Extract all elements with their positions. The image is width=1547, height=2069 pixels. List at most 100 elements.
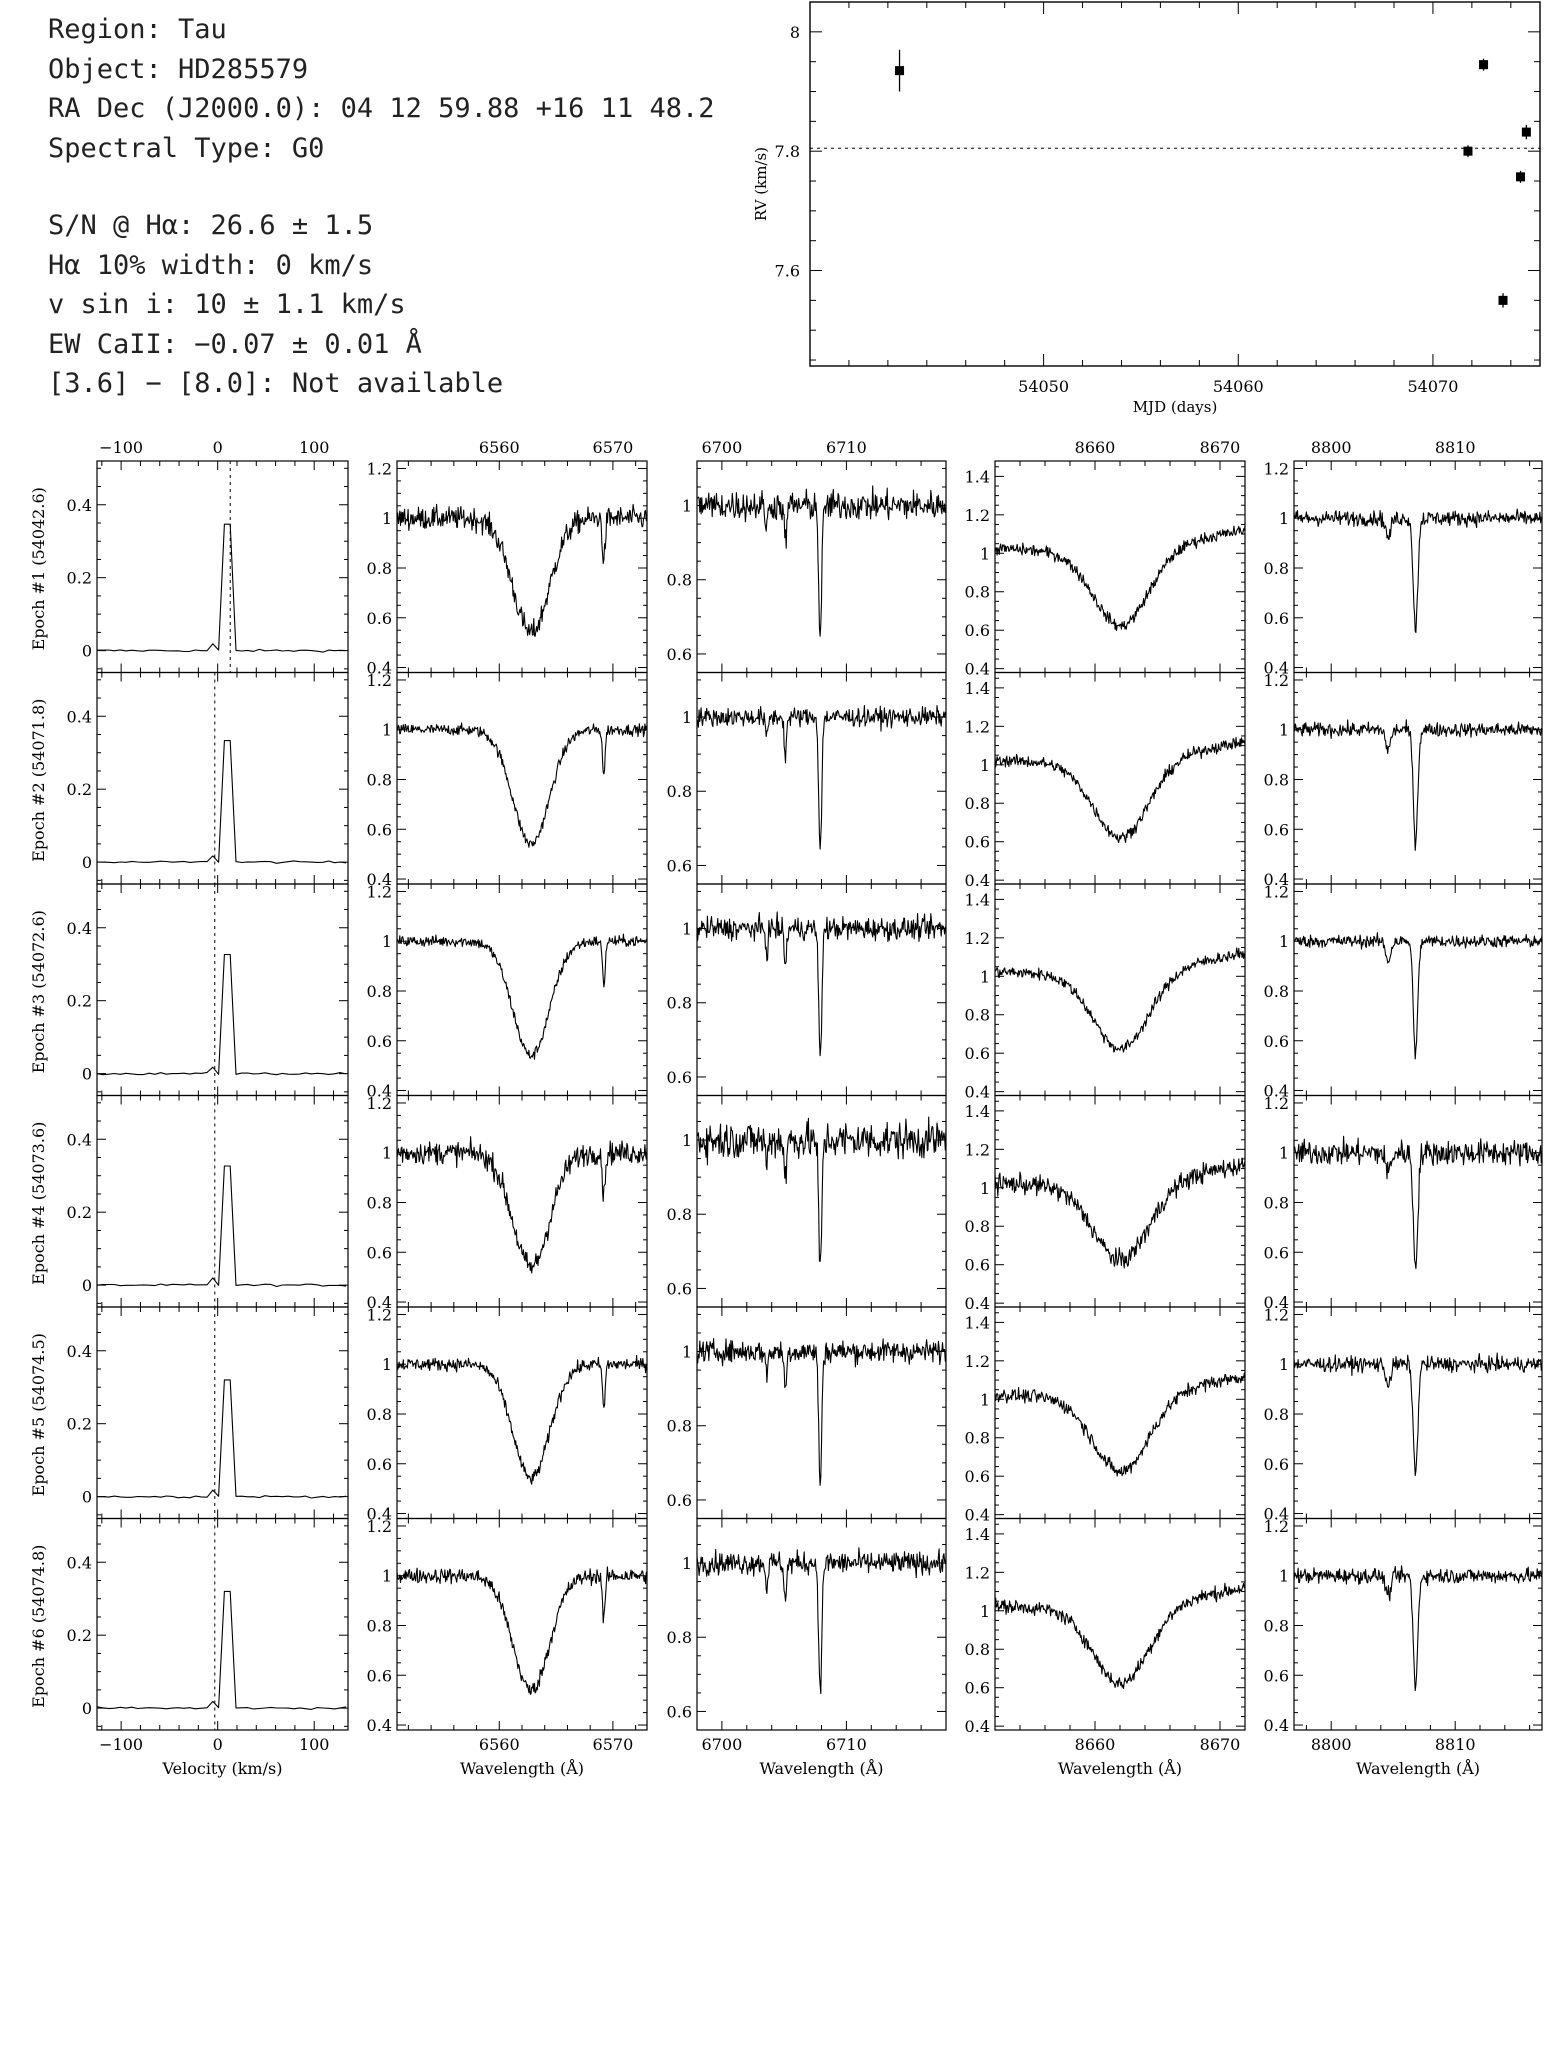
panel-frame xyxy=(696,671,947,885)
panel-y-tick-label: 1.4 xyxy=(965,1102,990,1121)
panel-ccf-epoch-4: 0 0.2 0.4 Epoch #4 (54073.6) xyxy=(29,1094,349,1308)
spectrum-line xyxy=(994,947,1246,1053)
panel-li-epoch-4: 0.6 0.8 1 xyxy=(667,1094,947,1308)
panel-y-tick-label: 0.4 xyxy=(367,1082,392,1101)
spectrum-line xyxy=(396,933,648,1060)
col-x-axis-label: Wavelength (Å) xyxy=(1356,1758,1480,1778)
panel-y-tick-label: 1.2 xyxy=(965,1352,990,1371)
panel-ca8807-epoch-6: 0.4 0.6 0.8 1 1.2 xyxy=(1264,1517,1543,1735)
panel-ca8807-epoch-3: 0.4 0.6 0.8 1 1.2 xyxy=(1264,882,1543,1101)
panel-frame xyxy=(994,460,1246,674)
col-bottom-tick-label: 6560 xyxy=(479,1735,520,1754)
panel-frame xyxy=(396,1517,648,1731)
panel-y-tick-label: 0 xyxy=(82,642,92,661)
col-top-tick-label: 8660 xyxy=(1075,438,1116,457)
epoch-label: Epoch #5 (54074.5) xyxy=(29,1333,48,1496)
panel-frame xyxy=(994,1306,1246,1520)
panel-caii-epoch-3: 0.4 0.6 0.8 1 1.2 1.4 xyxy=(965,883,1246,1102)
col-bottom-tick-label: 8670 xyxy=(1200,1735,1241,1754)
panel-y-tick-label: 0.4 xyxy=(965,1294,990,1313)
col-bottom-tick-label: 100 xyxy=(299,1735,330,1754)
panel-frame xyxy=(396,1094,648,1308)
panel-y-tick-label: 1 xyxy=(980,756,990,775)
panel-frame xyxy=(396,1306,648,1520)
col-x-axis-label: Wavelength (Å) xyxy=(460,1758,584,1778)
panel-y-tick-label: 0 xyxy=(82,1699,92,1718)
panel-y-tick-label: 0.8 xyxy=(667,1417,692,1436)
panel-y-tick-label: 0.8 xyxy=(367,770,392,789)
panel-y-tick-label: 0.6 xyxy=(1264,1455,1289,1474)
col-x-axis-label: Wavelength (Å) xyxy=(759,1758,883,1778)
col-bottom-tick-label: 6570 xyxy=(593,1735,634,1754)
panel-ca8807-epoch-5: 0.4 0.6 0.8 1 1.2 xyxy=(1264,1305,1543,1524)
spectrum-column-halpha: 6560 6560 6570 6570 Wavelength (Å) 0.4 0.6 0.8 1… xyxy=(367,438,648,1778)
panel-frame xyxy=(396,883,648,1097)
col-top-tick-label: −100 xyxy=(99,438,143,457)
panel-halpha-epoch-3: 0.4 0.6 0.8 1 1.2 xyxy=(367,882,648,1101)
panel-y-tick-label: 1.2 xyxy=(1264,1094,1289,1113)
panel-y-tick-label: 0.6 xyxy=(965,1256,990,1275)
panel-halpha-epoch-2: 0.4 0.6 0.8 1 1.2 xyxy=(367,671,648,889)
spectrum-line xyxy=(396,1354,648,1485)
ccf-curve xyxy=(96,1590,347,1710)
panel-frame xyxy=(1293,1094,1543,1308)
col-top-tick-label: 0 xyxy=(213,438,223,457)
col-x-axis-label: Velocity (km/s) xyxy=(162,1759,283,1778)
panel-frame xyxy=(96,1517,349,1731)
rv-x-tick-label: 54050 xyxy=(1018,377,1069,396)
panel-y-tick-label: 1 xyxy=(382,932,392,951)
rv-point xyxy=(1516,172,1526,182)
info-sn: S/N @ Hα: 26.6 ± 1.5 xyxy=(48,210,374,241)
panel-y-tick-label: 1 xyxy=(1279,1355,1289,1374)
spectrum-line xyxy=(994,736,1246,844)
panel-li-epoch-5: 0.6 0.8 1 xyxy=(667,1306,947,1520)
rv-frame xyxy=(809,1,1541,367)
spectrum-line xyxy=(396,1136,648,1274)
panel-y-tick-label: 1 xyxy=(382,1355,392,1374)
panel-y-tick-label: 1 xyxy=(382,721,392,740)
panel-y-tick-label: 0.8 xyxy=(367,559,392,578)
panel-y-tick-label: 0.8 xyxy=(965,583,990,602)
panel-y-tick-label: 0 xyxy=(82,1065,92,1084)
panel-y-tick-label: 1.4 xyxy=(965,1525,990,1544)
panel-y-tick-label: 0.8 xyxy=(1264,1616,1289,1635)
spectrum-line xyxy=(396,503,648,637)
info-ha-width: Hα 10% width: 0 km/s xyxy=(48,249,374,281)
panel-y-tick-label: 0.4 xyxy=(965,1717,990,1736)
ccf-curve xyxy=(96,1165,347,1288)
panel-y-tick-label: 0.6 xyxy=(965,621,990,640)
panel-y-tick-label: 0.4 xyxy=(1264,1716,1289,1735)
panel-li-epoch-6: 0.6 0.8 1 xyxy=(667,1517,947,1731)
spectrum-line xyxy=(696,1547,947,1695)
rv-point xyxy=(1479,60,1489,70)
info-radec: RA Dec (J2000.0): 04 12 59.88 +16 11 48.… xyxy=(48,93,715,124)
panel-y-tick-label: 0.4 xyxy=(1264,1293,1289,1312)
panel-caii-epoch-4: 0.4 0.6 0.8 1 1.2 1.4 xyxy=(965,1094,1246,1313)
panel-y-tick-label: 0.4 xyxy=(67,496,92,515)
panel-y-tick-label: 0.4 xyxy=(1264,1082,1289,1101)
panel-y-tick-label: 1 xyxy=(682,920,692,939)
panel-y-tick-label: 1 xyxy=(980,1602,990,1621)
panel-y-tick-label: 1 xyxy=(980,544,990,563)
info-panel: Region: Tau Object: HD285579 RA Dec (J20… xyxy=(48,10,768,404)
epoch-label: Epoch #3 (54072.6) xyxy=(29,910,48,1073)
panel-y-tick-label: 0.4 xyxy=(1264,1505,1289,1524)
ccf-curve xyxy=(96,953,347,1076)
panel-frame xyxy=(1293,460,1543,674)
info-vsini: v sin i: 10 ± 1.1 km/s xyxy=(48,289,406,320)
panel-y-tick-label: 1 xyxy=(980,1179,990,1198)
epoch-label: Epoch #2 (54071.8) xyxy=(29,699,48,862)
col-top-tick-label: 6560 xyxy=(479,438,520,457)
panel-ccf-epoch-1: 0 0.2 0.4 Epoch #1 (54042.6) xyxy=(29,460,349,674)
panel-y-tick-label: 0.6 xyxy=(1264,609,1289,628)
spectrum-line xyxy=(1293,1352,1543,1477)
ccf-curve xyxy=(97,1379,347,1499)
panel-y-tick-label: 0.2 xyxy=(67,992,92,1011)
panel-y-tick-label: 0.8 xyxy=(1264,1405,1289,1424)
panel-y-tick-label: 1 xyxy=(1279,932,1289,951)
panel-y-tick-label: 0.4 xyxy=(367,1293,392,1312)
panel-y-tick-label: 0.6 xyxy=(965,1679,990,1698)
spectrum-line xyxy=(696,485,947,637)
panel-y-tick-label: 1 xyxy=(1279,721,1289,740)
col-top-tick-label: 100 xyxy=(299,438,330,457)
